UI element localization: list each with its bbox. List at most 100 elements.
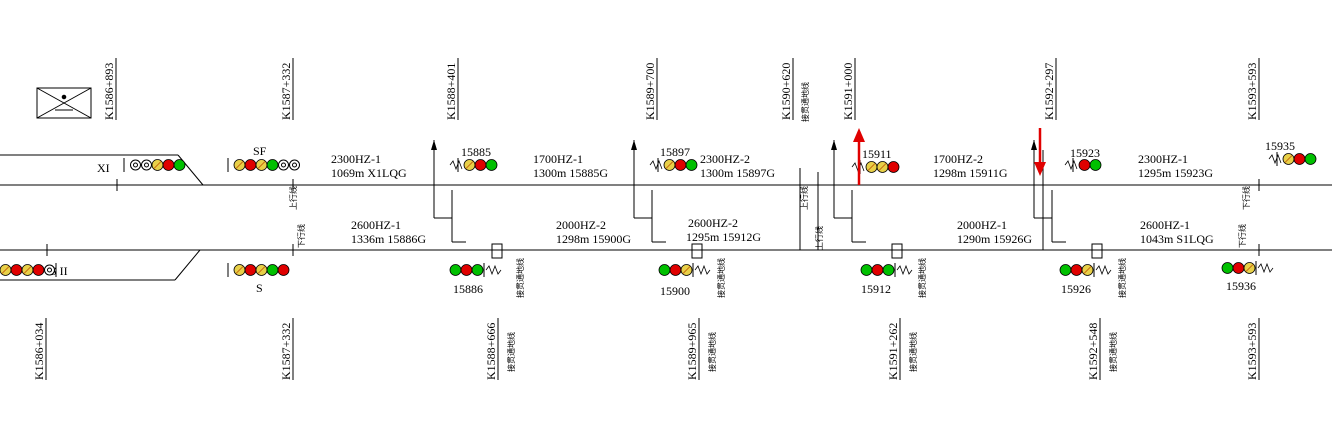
up-block-signal-5-lamp-1-hatch	[1284, 155, 1293, 163]
signal-s-ii-lamp-2	[10, 264, 23, 276]
km-marker-bottom-4: K1589+965	[685, 323, 699, 380]
signal-s-ii-lamp-3-hatch	[23, 266, 32, 274]
down-block-signal-5-lamp-2	[1232, 262, 1245, 274]
signal-xi-lamp-1-inner	[133, 162, 138, 168]
signal-label-s-ii: S II	[50, 264, 68, 278]
tuning-unit-1-arrow	[431, 140, 437, 150]
up-signal-id-4: 15923	[1070, 146, 1100, 160]
signal-sf-lamp-4	[266, 159, 279, 171]
down-block-signal-1-lamp-3	[471, 264, 484, 276]
km-marker-bottom-2: K1587+332	[279, 323, 293, 380]
km-marker-bottom-1: K1586+034	[32, 323, 46, 380]
up-track-sections: 2300HZ-1 1069m X1LQG 1700HZ-1 1300m 1588…	[331, 152, 1213, 180]
up-section-freq-2: 1700HZ-1	[533, 152, 583, 166]
up-section-freq-4: 1700HZ-2	[933, 152, 983, 166]
up-signal-id-3: 15911	[862, 147, 892, 161]
signal-label-xi: XI	[97, 161, 110, 175]
up-block-signal-5-lamp-2	[1293, 153, 1306, 165]
up-block-signal-3-lamp-2-hatch	[878, 163, 887, 171]
grounding-note-4: 接贯通地线	[1108, 332, 1118, 372]
grounding-note-3: 接贯通地线	[908, 332, 918, 372]
down-block-signal-4-lamp-2	[1070, 264, 1083, 276]
up-block-signal-4-lamp-1	[1078, 159, 1091, 171]
down-block-signal-2-lamp-2	[669, 264, 682, 276]
down-block-signal-1-lamp-1	[449, 264, 462, 276]
grounding-note-9: 接贯通地线	[1117, 258, 1127, 298]
down-block-signal-4-lamp-3-hatch	[1083, 266, 1092, 274]
tuning-unit-3-arrow	[831, 140, 837, 150]
signal-label-sf: SF	[253, 144, 267, 158]
grounding-note-5: 接贯通地线	[800, 82, 810, 122]
down-track-sections: 2600HZ-1 1336m 15886G 2000HZ-2 1298m 159…	[351, 216, 1214, 246]
km-marker-top-6: K1591+000	[841, 63, 855, 120]
down-signal-coil-3	[896, 264, 913, 276]
km-marker-top-7: K1592+297	[1042, 63, 1056, 120]
down-receiver-box-2	[691, 243, 703, 259]
down-section-detail-2: 1298m 15900G	[556, 232, 631, 246]
down-signal-id-1: 15886	[453, 282, 483, 296]
down-signal-id-4: 15926	[1061, 282, 1091, 296]
dynamic-elements	[0, 128, 1317, 277]
signal-xi-lamp-2-inner	[144, 162, 149, 168]
tuning-unit-4-arrow	[1031, 140, 1037, 150]
signal-xi-lamp-4	[162, 159, 175, 171]
up-signal-id-2: 15897	[660, 145, 690, 159]
signal-xi-lamp-2	[141, 159, 152, 171]
up-block-signal-3-lamp-3	[887, 161, 900, 173]
down-receiver-box-4	[1091, 243, 1103, 259]
up-section-detail-1: 1069m X1LQG	[331, 166, 407, 180]
signal-label-s: S	[256, 281, 263, 295]
down-block-signal-2-lamp-3-hatch	[682, 266, 691, 274]
down-section-freq-1: 2600HZ-1	[351, 218, 401, 232]
down-receiver-box-3	[891, 243, 903, 259]
grounding-note-1: 接贯通地线	[506, 332, 516, 372]
line-notes: 上行线 下行线 上行线 上行线 下行线 下行线	[288, 186, 1251, 250]
down-section-freq-4: 2000HZ-1	[957, 218, 1007, 232]
signal-s-lamp-4	[266, 264, 279, 276]
top-km-markers: K1586+893 K1587+332 K1588+401 K1589+700 …	[102, 58, 1260, 120]
km-marker-top-1: K1586+893	[102, 63, 116, 120]
down-receiver-box-1	[491, 243, 503, 259]
up-section-freq-1: 2300HZ-1	[331, 152, 381, 166]
up-section-detail-3: 1300m 15897G	[700, 166, 775, 180]
up-block-signal-1-lamp-2	[474, 159, 487, 171]
signal-s-ii-lamp-5-inner	[47, 267, 52, 273]
up-block-signal-1-lamp-3	[485, 159, 498, 171]
km-marker-bottom-3: K1588+666	[484, 323, 498, 380]
down-section-freq-3: 2600HZ-2	[688, 216, 738, 230]
down-signal-coil-2	[694, 264, 711, 276]
down-signal-id-3: 15912	[861, 282, 891, 296]
up-signal-coil-2	[649, 159, 663, 171]
down-block-signal-2-lamp-1	[658, 264, 671, 276]
down-section-freq-5: 2600HZ-1	[1140, 218, 1190, 232]
envelope-icon	[36, 87, 92, 119]
down-block-signal-3-lamp-2	[871, 264, 884, 276]
down-signal-ids: 15886 15900 15912 15926 15936	[453, 279, 1256, 298]
grounding-note-7: 接贯通地线	[716, 258, 726, 298]
down-signal-coil-1	[485, 264, 502, 276]
km-marker-top-5: K1590+620	[779, 63, 793, 120]
bottom-km-markers: K1586+034 K1587+332 K1588+666 K1589+965 …	[32, 318, 1260, 380]
grounding-notes: 接贯通地线 接贯通地线 接贯通地线 接贯通地线 接贯通地线 接贯通地线 接贯通地…	[506, 82, 1127, 372]
grounding-note-8: 接贯通地线	[917, 258, 927, 298]
signal-s-lamp-2	[244, 264, 257, 276]
up-section-detail-5: 1295m 15923G	[1138, 166, 1213, 180]
down-block-signal-5-lamp-1	[1221, 262, 1234, 274]
up-signal-coil-1	[449, 159, 463, 171]
signal-xi-lamp-3-hatch	[153, 161, 162, 169]
up-block-signal-2-lamp-2	[674, 159, 687, 171]
down-block-signal-5-lamp-3-hatch	[1245, 264, 1254, 272]
down-block-signal-4-lamp-1	[1059, 264, 1072, 276]
signal-s-lamp-3-hatch	[257, 266, 266, 274]
tuning-unit-2-arrow	[631, 140, 637, 150]
signal-sf-lamp-5-inner	[281, 162, 286, 168]
km-marker-bottom-7: K1593+593	[1245, 323, 1259, 380]
down-block-signal-3-lamp-3	[882, 264, 895, 276]
signal-xi-lamp-5	[173, 159, 186, 171]
grounding-note-2: 接贯通地线	[707, 332, 717, 372]
signal-sf-lamp-6-inner	[292, 162, 297, 168]
down-direction-arrow-head	[1034, 162, 1046, 176]
signal-sf-lamp-6	[289, 159, 300, 171]
